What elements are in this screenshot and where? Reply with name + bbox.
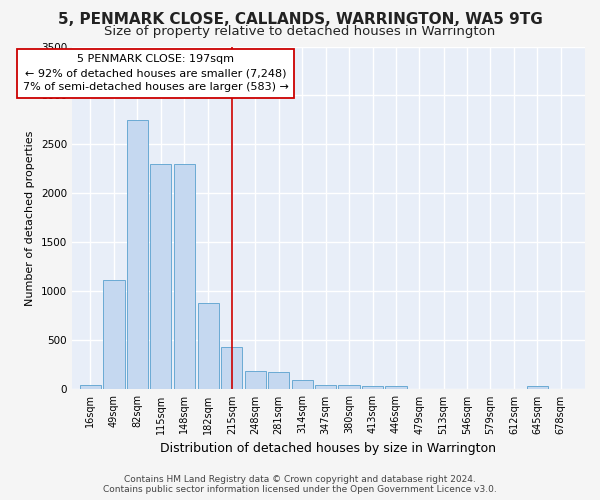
Bar bbox=[80, 384, 101, 390]
X-axis label: Distribution of detached houses by size in Warrington: Distribution of detached houses by size … bbox=[160, 442, 496, 455]
Bar bbox=[362, 386, 383, 390]
Bar bbox=[292, 380, 313, 390]
Bar bbox=[338, 384, 360, 390]
Bar bbox=[527, 386, 548, 390]
Bar bbox=[268, 372, 289, 390]
Bar bbox=[150, 164, 172, 390]
Text: Contains HM Land Registry data © Crown copyright and database right 2024.
Contai: Contains HM Land Registry data © Crown c… bbox=[103, 474, 497, 494]
Bar bbox=[385, 386, 407, 390]
Bar bbox=[245, 372, 266, 390]
Bar bbox=[315, 384, 336, 390]
Y-axis label: Number of detached properties: Number of detached properties bbox=[25, 130, 35, 306]
Text: 5 PENMARK CLOSE: 197sqm
← 92% of detached houses are smaller (7,248)
7% of semi-: 5 PENMARK CLOSE: 197sqm ← 92% of detache… bbox=[23, 54, 289, 92]
Text: 5, PENMARK CLOSE, CALLANDS, WARRINGTON, WA5 9TG: 5, PENMARK CLOSE, CALLANDS, WARRINGTON, … bbox=[58, 12, 542, 28]
Bar bbox=[221, 348, 242, 390]
Bar bbox=[198, 303, 219, 390]
Bar bbox=[127, 120, 148, 390]
Bar bbox=[173, 164, 195, 390]
Bar bbox=[103, 280, 125, 390]
Text: Size of property relative to detached houses in Warrington: Size of property relative to detached ho… bbox=[104, 25, 496, 38]
